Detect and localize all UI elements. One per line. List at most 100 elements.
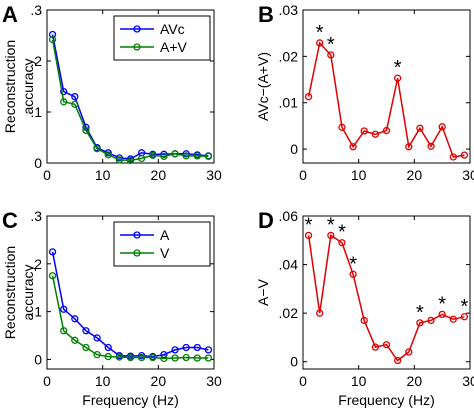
panel-c-data-point [204, 346, 213, 354]
panel-c-data-point [137, 353, 146, 362]
panel-b-data-point [449, 153, 457, 161]
panel-d-xtick-label: 10 [351, 373, 367, 389]
panel-d-ylabel: A−V [255, 278, 271, 306]
panel-b-ytick-label: .01 [279, 95, 299, 111]
panel-d-data-point [405, 348, 413, 356]
panel-b-data-point [338, 123, 346, 131]
panel-c-data-point [126, 353, 135, 362]
panel-a-series-line-2 [51, 39, 209, 162]
panel-d-significance-marker: * [438, 293, 446, 315]
panel-letter-a: A [2, 2, 18, 27]
panel-b-significance-marker: * [394, 57, 402, 79]
panel-a-ytick-label: .2 [30, 53, 42, 69]
panel-a-chart: 0 10 20 30 0 .1 .2 .3 Reconstruction accuracy AVc A… [2, 2, 222, 183]
panel-c-data-point [149, 353, 157, 362]
panel-a-data-point [193, 152, 201, 160]
panel-c-data-point [82, 343, 90, 352]
panel-c-data-point [115, 353, 124, 361]
panel-a-data-point [182, 152, 190, 160]
panel-c-ytick-label: .1 [30, 304, 42, 320]
panel-c-legend-label: A [160, 227, 170, 243]
panel-b-ytick-label: .03 [279, 2, 299, 18]
panel-a-ylabel: accuracy [20, 58, 36, 114]
panel-d-axes-box [302, 215, 471, 370]
panel-a-ytick-label: .3 [30, 2, 42, 18]
panel-a-data-point [71, 93, 79, 101]
panel-c-data-point [171, 354, 179, 362]
panel-c-data-point [160, 354, 168, 363]
panel-b-data-point [327, 51, 335, 59]
panel-b-series-line-1 [307, 41, 465, 158]
panel-c-data-point [104, 343, 112, 352]
panel-a-data-point [82, 126, 90, 135]
panel-b-data-point [316, 39, 324, 47]
panel-b-ylabel: AVc−(A+V) [255, 52, 271, 121]
panel-c-axes-box [46, 215, 215, 370]
panel-d-significance-marker: * [461, 296, 469, 318]
panel-d-data-point [438, 310, 446, 319]
panel-b-ytick-label: 0 [290, 141, 298, 157]
panel-b-data-point [416, 124, 424, 132]
panel-a-series-line-1 [51, 34, 209, 160]
panel-a-legend-marker [133, 43, 141, 51]
panel-c-series-line-2 [51, 275, 209, 360]
panel-c-data-point [48, 272, 57, 280]
panel-c-data-point [182, 343, 190, 352]
panel-c-data-point [160, 351, 168, 359]
panel-a-ytick-label: .1 [30, 104, 42, 120]
panel-d-data-point [371, 343, 380, 351]
panel-c-data-point [104, 352, 112, 361]
panel-d-xtick-label: 0 [299, 373, 307, 389]
panel-letter-c: C [2, 208, 18, 233]
panel-c-data-point [93, 334, 101, 342]
panel-b-data-point [304, 93, 313, 101]
panel-d-ytick-label: .06 [279, 208, 299, 224]
panel-a-data-point [149, 151, 157, 160]
panel-c-ytick-label: 0 [34, 351, 42, 367]
panel-c-data-point [48, 248, 57, 256]
panel-d-ytick-label: .04 [279, 257, 299, 273]
panel-d-data-point [360, 316, 368, 325]
panel-a-legend-marker [133, 25, 141, 33]
panel-c-series-line-1 [51, 251, 209, 358]
panel-c-ytick-label: .2 [30, 256, 42, 272]
panel-c-data-point [171, 346, 179, 354]
panel-letter-d: D [258, 208, 274, 233]
panel-d-xtick-label: 20 [407, 373, 423, 389]
panel-b-xtick-label: 30 [462, 167, 474, 183]
panel-a-data-point [48, 35, 57, 44]
panel-a-data-point [171, 150, 179, 158]
panel-a-data-point [60, 87, 68, 96]
panel-c-data-point [193, 343, 201, 352]
panel-c-xtick-label: 0 [43, 373, 51, 389]
panel-c-xtick-label: 20 [151, 373, 167, 389]
panel-a-data-point [48, 30, 57, 39]
panel-c-data-point [182, 353, 190, 362]
panel-d-xtick-label: 30 [462, 373, 474, 389]
panel-d-significance-marker: * [305, 214, 313, 236]
panel-d-significance-marker: * [338, 222, 346, 244]
panel-d-data-point [393, 356, 402, 365]
panel-a-xtick-label: 20 [151, 167, 167, 183]
panel-c-data-point [60, 305, 68, 313]
panel-b-data-point [349, 143, 357, 151]
panel-c-data-point [193, 354, 201, 362]
panel-d-significance-marker: * [416, 302, 424, 324]
panel-b-data-point [360, 127, 368, 135]
panel-a-data-point [204, 152, 213, 161]
panel-b-data-point [405, 143, 413, 151]
panel-b-ytick-label: .02 [279, 48, 299, 64]
panel-d-data-point [304, 231, 313, 240]
panel-a-data-point [60, 98, 68, 106]
panel-c-legend-marker [133, 231, 141, 239]
panel-b-significance-marker: * [316, 22, 324, 44]
panel-c-legend-box [113, 221, 211, 267]
panel-c-data-point [82, 327, 90, 335]
panel-d-data-point [338, 239, 346, 247]
panel-d-data-point [416, 319, 424, 327]
panel-d-significance-marker: * [327, 214, 335, 236]
panel-c-ylabel: accuracy [20, 264, 36, 320]
panel-b-data-point [382, 126, 391, 135]
panel-d-data-point [349, 270, 357, 278]
